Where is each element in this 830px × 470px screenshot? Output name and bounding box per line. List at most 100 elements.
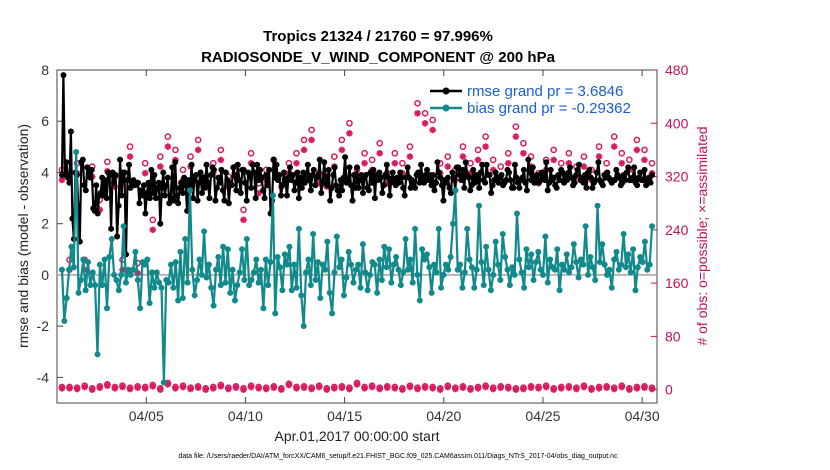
- bias-point: [457, 261, 464, 268]
- rmse-point: [595, 159, 602, 166]
- bias-point: [362, 269, 369, 276]
- rmse-point: [634, 182, 641, 189]
- rmse-point: [234, 161, 241, 168]
- bias-point: [447, 253, 454, 260]
- rmse-point: [236, 177, 243, 184]
- rmse-point: [197, 169, 204, 176]
- rmse-point: [200, 174, 207, 181]
- bias-point: [350, 279, 357, 286]
- bias-point: [201, 228, 208, 235]
- bias-point: [540, 271, 547, 278]
- bias-point: [82, 287, 89, 294]
- bias-point: [338, 256, 345, 263]
- bias-point: [639, 259, 646, 266]
- rmse-point: [210, 166, 217, 173]
- rmse-point: [389, 169, 396, 176]
- bias-point: [87, 282, 94, 289]
- rmse-point: [124, 177, 131, 184]
- rmse-point: [365, 187, 372, 194]
- bias-point: [492, 238, 499, 245]
- bias-point: [77, 277, 84, 284]
- rmse-point: [254, 161, 261, 168]
- rmse-point: [142, 210, 149, 217]
- bias-point: [558, 261, 565, 268]
- bias-point: [404, 266, 411, 273]
- rmse-point: [450, 174, 457, 181]
- bias-point: [620, 230, 627, 237]
- rmse-point: [370, 166, 377, 173]
- y-axis-label: rmse and bias (model - observation): [15, 124, 31, 348]
- obs-possible-marker: [580, 153, 588, 160]
- rmse-point: [93, 182, 100, 189]
- bias-point: [532, 259, 539, 266]
- bias-point: [461, 269, 468, 276]
- bias-point: [217, 282, 224, 289]
- rmse-point: [292, 179, 299, 186]
- rmse-point: [649, 172, 656, 179]
- bias-point: [269, 192, 276, 199]
- bias-point: [258, 266, 265, 273]
- bias-point: [210, 302, 217, 309]
- rmse-point: [565, 169, 572, 176]
- bias-point: [203, 274, 210, 281]
- bias-point: [231, 297, 238, 304]
- bias-point: [561, 266, 568, 273]
- bias-point: [191, 292, 198, 299]
- x-tick-label: 04/25: [525, 408, 560, 424]
- rmse-point: [573, 172, 580, 179]
- rmse-point: [522, 179, 529, 186]
- rmse-point: [449, 169, 456, 176]
- rmse-point: [611, 177, 618, 184]
- rmse-point: [64, 174, 71, 181]
- y-axis-right: 0 80 160 240 320 400 480: [651, 62, 689, 398]
- obs-possible-marker: [376, 139, 384, 147]
- bias-point: [513, 210, 520, 217]
- rmse-point: [459, 166, 466, 173]
- rmse-point: [221, 197, 228, 204]
- bias-point: [345, 248, 352, 255]
- obs-possible-marker: [565, 149, 573, 157]
- rmse-point: [175, 200, 182, 207]
- bias-point: [641, 238, 648, 245]
- bias-point: [575, 274, 582, 281]
- rmse-point: [599, 182, 606, 189]
- rmse-point: [538, 169, 545, 176]
- legend-bias-marker: [442, 104, 450, 112]
- rmse-point: [87, 174, 94, 181]
- bias-point: [239, 246, 246, 253]
- y-tick-label: 4: [41, 164, 49, 180]
- bias-point: [103, 305, 110, 312]
- rmse-point: [213, 184, 220, 191]
- y-right-tick-label: 480: [665, 62, 689, 78]
- bias-point: [573, 259, 580, 266]
- rmse-point: [523, 187, 530, 194]
- bias-point: [416, 297, 423, 304]
- bias-point: [153, 269, 160, 276]
- obs-possible-marker: [399, 159, 406, 167]
- rmse-point: [82, 187, 89, 194]
- bias-point: [80, 256, 87, 263]
- bias-point: [585, 271, 592, 278]
- rmse-point: [354, 164, 360, 171]
- bias-point: [596, 259, 603, 266]
- bias-point: [556, 287, 563, 294]
- rmse-point: [437, 174, 444, 181]
- bias-point: [421, 256, 428, 263]
- bias-point: [310, 230, 317, 237]
- rmse-point: [294, 169, 301, 176]
- rmse-point: [531, 179, 538, 186]
- bias-point: [58, 266, 65, 273]
- chart-subtitle: RADIOSONDE_V_WIND_COMPONENT @ 200 hPa: [201, 49, 556, 66]
- bias-point: [329, 310, 336, 317]
- rmse-point: [111, 179, 118, 186]
- rmse-point: [60, 72, 67, 79]
- rmse-point: [324, 182, 331, 189]
- rmse-point: [340, 174, 347, 181]
- obs-possible-marker: [474, 146, 482, 154]
- rmse-point: [356, 177, 363, 184]
- rmse-point: [520, 166, 527, 173]
- obs-possible-marker: [141, 159, 149, 167]
- bias-point: [613, 248, 620, 255]
- rmse-point: [222, 169, 229, 176]
- bias-point: [428, 289, 435, 296]
